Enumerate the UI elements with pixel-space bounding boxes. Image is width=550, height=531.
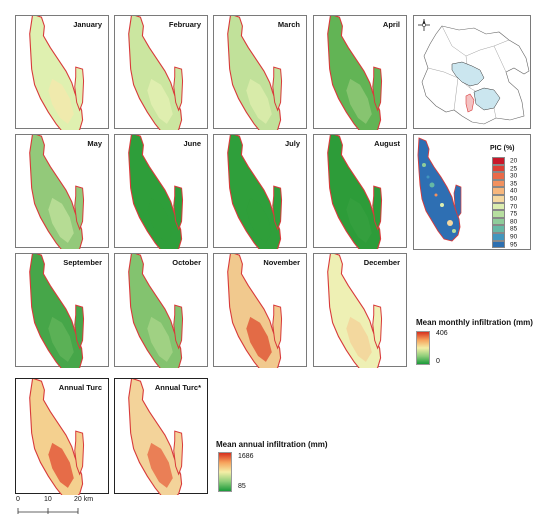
annual-map-0 (29, 379, 85, 495)
pic-map-panel: PIC (%) 20 25 30 35 40 50 70 75 80 85 90 95 (413, 134, 531, 250)
pic-legend-label: 50 (510, 195, 518, 203)
month-title-8: September (63, 258, 102, 267)
month-panel-4: May (15, 134, 109, 249)
pic-legend-label: 80 (510, 218, 518, 226)
month-panel-0: January (15, 15, 109, 130)
pic-legend-item: 80 (492, 217, 518, 226)
month-map-3 (327, 16, 383, 130)
month-title-11: December (363, 258, 400, 267)
pic-swatch (492, 187, 505, 195)
month-map-9 (128, 254, 184, 368)
month-map-4 (29, 135, 85, 249)
month-panel-10: November (213, 253, 307, 368)
month-panel-3: April (313, 15, 407, 130)
pic-swatch (492, 240, 505, 249)
pic-legend-item: 40 (492, 187, 517, 195)
annual-title-1: Annual Turc* (154, 383, 201, 392)
pic-legend-label: 35 (510, 180, 518, 188)
pic-legend-item: 85 (492, 225, 517, 233)
month-map-5 (128, 135, 184, 249)
location-inset-map (413, 15, 531, 129)
pic-legend-label: 25 (510, 165, 518, 173)
pic-legend-label: 70 (510, 203, 518, 211)
pic-swatch (492, 195, 505, 203)
pic-swatch (492, 172, 505, 180)
month-panel-1: February (114, 15, 208, 130)
month-title-1: February (168, 20, 201, 29)
month-map-0 (29, 16, 85, 130)
month-map-8 (29, 254, 85, 368)
annual-legend-title: Mean annual infiltration (mm) (216, 440, 328, 449)
scale-label-10: 10 (44, 496, 52, 503)
pic-legend-item: 75 (492, 210, 517, 218)
monthly-legend-max: 406 (436, 330, 448, 337)
pic-legend-label: 95 (510, 241, 518, 249)
month-map-2 (227, 16, 283, 130)
pic-legend-item: 70 (492, 202, 518, 211)
month-title-2: March (277, 20, 300, 29)
pic-swatch (492, 210, 505, 218)
pic-swatch (492, 233, 505, 241)
annual-legend-max: 1686 (238, 453, 254, 460)
pic-legend-label: 30 (510, 172, 518, 180)
north-arrow-icon (418, 19, 430, 31)
annual-panel-0: Annual Turc (15, 378, 109, 495)
annual-panel-1: Annual Turc* (114, 378, 208, 495)
pic-legend-label: 40 (510, 187, 518, 195)
pic-legend-label: 90 (510, 233, 518, 241)
annual-legend-min: 85 (238, 483, 246, 490)
monthly-legend-min: 0 (436, 358, 440, 365)
month-panel-9: October (114, 253, 208, 368)
pic-legend-item: 90 (492, 233, 517, 241)
pic-legend-label: 75 (510, 210, 518, 218)
month-map-11 (327, 254, 383, 368)
month-title-0: January (73, 20, 102, 29)
month-map-10 (227, 254, 283, 368)
pic-swatch (492, 217, 505, 226)
annual-legend-bar (218, 452, 232, 492)
pic-swatch (492, 225, 505, 233)
pic-legend-item: 30 (492, 172, 517, 180)
scale-label-20: 20 km (74, 496, 94, 503)
scale-bar-svg (17, 508, 79, 514)
month-title-9: October (172, 258, 201, 267)
month-map-6 (227, 135, 283, 249)
pic-legend-label: 85 (510, 225, 518, 233)
month-title-3: April (382, 20, 400, 29)
pic-legend-item: 35 (492, 179, 518, 188)
pic-legend-item: 25 (492, 164, 518, 173)
location-map-svg (418, 19, 530, 125)
month-title-5: June (183, 139, 201, 148)
pic-swatch (492, 179, 505, 188)
annual-title-0: Annual Turc (58, 383, 102, 392)
pic-swatch (492, 164, 505, 173)
pic-swatch (492, 202, 505, 211)
pic-legend-item: 50 (492, 195, 517, 203)
month-title-7: August (374, 139, 400, 148)
month-map-7 (327, 135, 383, 249)
pic-legend-item: 95 (492, 240, 518, 249)
month-title-6: July (284, 139, 300, 148)
pic-swatch (492, 157, 505, 165)
pic-legend-label: 20 (510, 157, 518, 165)
pic-map-svg (417, 137, 462, 242)
month-panel-6: July (213, 134, 307, 249)
month-title-10: November (263, 258, 300, 267)
month-panel-11: December (313, 253, 407, 368)
annual-map-1 (128, 379, 184, 495)
month-panel-8: September (15, 253, 109, 368)
scale-label-0: 0 (16, 496, 20, 503)
pic-legend-title: PIC (%) (490, 145, 515, 152)
month-panel-5: June (114, 134, 208, 249)
month-panel-7: August (313, 134, 407, 249)
month-panel-2: March (213, 15, 307, 130)
monthly-legend-bar (416, 331, 430, 365)
month-title-4: May (87, 139, 102, 148)
pic-legend-item: 20 (492, 157, 517, 165)
month-map-1 (128, 16, 184, 130)
scale-bar: 0 10 20 km (16, 496, 116, 526)
monthly-legend-title: Mean monthly infiltration (mm) (416, 318, 533, 327)
